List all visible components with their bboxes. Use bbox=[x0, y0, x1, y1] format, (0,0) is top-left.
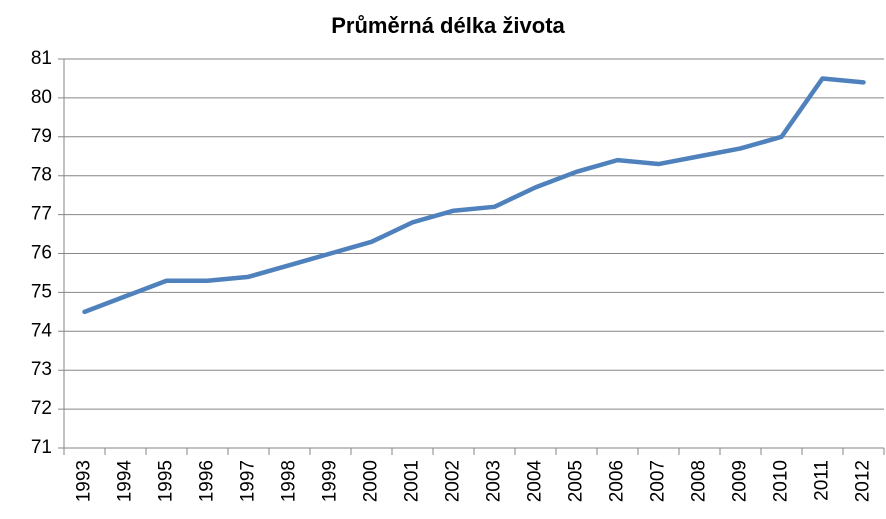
x-tick-label: 1998 bbox=[279, 460, 300, 502]
x-tick-label: 2002 bbox=[443, 460, 464, 502]
y-tick-label: 77 bbox=[31, 204, 52, 225]
x-tick-label: 2006 bbox=[607, 460, 628, 502]
x-tick-label: 2004 bbox=[525, 460, 546, 503]
x-tick-label: 2001 bbox=[402, 460, 423, 502]
line-series bbox=[82, 76, 866, 315]
y-tick-label: 72 bbox=[31, 398, 52, 419]
x-tick-label: 1994 bbox=[115, 460, 136, 503]
y-tick-label: 78 bbox=[31, 165, 52, 186]
x-tick-label: 2007 bbox=[648, 460, 669, 502]
y-tick-label: 75 bbox=[31, 281, 52, 302]
y-tick-label: 81 bbox=[31, 48, 52, 69]
y-tick-label: 71 bbox=[31, 437, 52, 458]
x-tick-label: 1993 bbox=[74, 460, 95, 502]
y-tick-label: 74 bbox=[31, 320, 53, 341]
y-tick-label: 79 bbox=[31, 126, 52, 147]
x-tick-label: 2009 bbox=[730, 460, 751, 502]
x-tick-label: 2000 bbox=[361, 460, 382, 502]
x-tick-label: 2012 bbox=[853, 460, 874, 502]
x-tick-label: 1996 bbox=[197, 460, 218, 502]
x-tick-label: 1999 bbox=[320, 460, 341, 502]
x-tick-label: 2010 bbox=[771, 460, 792, 502]
x-tick-label: 1997 bbox=[238, 460, 259, 502]
x-tick-label: 2011 bbox=[812, 460, 833, 501]
x-tick-label: 2003 bbox=[484, 460, 505, 502]
x-tick-label: 2005 bbox=[566, 460, 587, 502]
y-tick-label: 80 bbox=[31, 87, 52, 108]
y-tick-label: 73 bbox=[31, 359, 52, 380]
x-tick-label: 1995 bbox=[156, 460, 177, 502]
y-tick-label: 76 bbox=[31, 243, 52, 264]
chart-title: Průměrná délka života bbox=[331, 13, 565, 38]
x-tick-label: 2008 bbox=[689, 460, 710, 502]
